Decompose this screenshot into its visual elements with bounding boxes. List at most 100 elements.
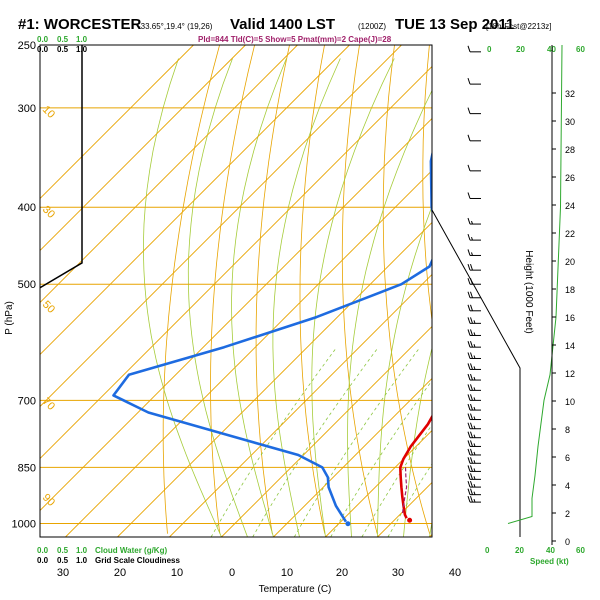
isotherm-line xyxy=(40,45,350,356)
isotherm-side-label: 10 xyxy=(40,104,57,121)
wind-barb-flag xyxy=(467,45,471,52)
wind-barb-half-flag xyxy=(473,387,476,391)
wind-barb xyxy=(467,488,481,496)
isotherm-line xyxy=(65,169,432,537)
height-tick-label: 6 xyxy=(565,453,570,463)
isotherm-line xyxy=(40,45,194,200)
wind-barb-half-flag xyxy=(473,483,476,488)
isotherm-line xyxy=(40,45,246,252)
top-black-1: 0.5 xyxy=(57,45,69,54)
dry-adiabat xyxy=(341,45,378,534)
wind-barb-flag xyxy=(467,363,471,370)
height-tick-label: 16 xyxy=(565,313,575,323)
wind-barb-flag xyxy=(470,473,473,480)
wind-barb xyxy=(467,373,481,381)
station-title: #1: WORCESTER xyxy=(18,16,142,33)
isotherm-line xyxy=(40,45,402,408)
wind-barb-half-flag xyxy=(473,397,476,401)
wind-barb-half-flag xyxy=(473,491,476,495)
isotherm-line xyxy=(117,221,432,537)
wind-barb-flag xyxy=(467,448,471,456)
isotherm-label: 30 xyxy=(502,321,519,338)
temperature-tick-label: 30 xyxy=(57,567,69,579)
bottom-speed-20: 20 xyxy=(515,546,524,555)
wind-barb-half-flag xyxy=(473,332,476,336)
bottom-scale-green: 0.0 0.5 1.0 Cloud Water (g/Kg) xyxy=(37,546,167,555)
speed-unit-label: Speed (kt) xyxy=(530,557,569,566)
cloud-water-label: Cloud Water (g/Kg) xyxy=(95,546,167,555)
bottom-green-1: 0.5 xyxy=(57,546,69,555)
wind-barb-flag xyxy=(470,352,473,359)
wind-barb-flag xyxy=(470,440,473,447)
isotherm-side-label: 30 xyxy=(40,204,57,221)
wind-barb-flag xyxy=(470,329,473,336)
wind-barb xyxy=(467,278,481,285)
wind-barb-flag xyxy=(470,340,473,348)
wind-barb-half-flag xyxy=(473,366,476,370)
top-green-0: 0.0 xyxy=(37,35,49,44)
wind-barb-flag xyxy=(470,480,473,488)
mixing-ratio-line xyxy=(210,346,338,537)
wind-barb-flag xyxy=(467,352,471,359)
pressure-tick-label: 250 xyxy=(18,40,36,52)
height-tick-label: 10 xyxy=(565,397,575,407)
mixing-ratio-line xyxy=(293,346,421,537)
top-speed-20: 20 xyxy=(516,45,525,54)
wind-barb-flag xyxy=(470,363,473,370)
wind-barb-flag xyxy=(470,384,473,391)
wind-barb xyxy=(467,413,481,421)
isotherm-line xyxy=(169,273,432,537)
wind-barb-flag xyxy=(470,394,473,401)
wind-barb-flag xyxy=(470,465,473,472)
series-parcel xyxy=(401,467,408,515)
wind-barb-flag xyxy=(467,304,471,311)
wind-barb-half-flag xyxy=(473,451,476,456)
wind-barb-flag xyxy=(470,488,473,495)
temperature-tick-label: 30 xyxy=(392,567,404,579)
wind-barb-flag xyxy=(467,384,471,391)
pressure-tick-label: 500 xyxy=(18,279,36,291)
wind-barb-flag xyxy=(467,329,471,336)
cloud-cover-profile xyxy=(40,45,83,289)
wind-barb-flag xyxy=(467,164,471,172)
wind-barb-flag xyxy=(470,403,473,411)
isotherm-label: 10 xyxy=(446,217,463,234)
height-tick-label: 26 xyxy=(565,173,575,183)
wind-barb xyxy=(467,352,481,359)
top-speed-scale: 0 20 40 60 xyxy=(487,45,585,54)
isotherm-line xyxy=(273,377,432,537)
valid-time: Valid 1400 LST xyxy=(230,16,335,33)
bottom-black-0: 0.0 xyxy=(37,556,49,565)
wind-barb-flag xyxy=(470,431,473,438)
wind-barb xyxy=(467,431,481,439)
temperature-tick-label: 10 xyxy=(281,567,293,579)
height-tick-label: 8 xyxy=(565,425,570,435)
top-speed-60: 60 xyxy=(576,45,585,54)
series-dewpoint xyxy=(112,149,432,523)
wind-barb-flag xyxy=(467,422,471,429)
height-axis-label: Height (1000 Feet) xyxy=(523,250,534,333)
pressure-tick-label: 700 xyxy=(18,395,36,407)
wind-barb xyxy=(467,465,481,472)
pressure-tick-label: 850 xyxy=(18,462,36,474)
isotherm-line xyxy=(481,45,600,537)
wind-panel-edge xyxy=(431,209,521,537)
wind-barb xyxy=(467,495,481,503)
height-tick-label: 2 xyxy=(565,509,570,519)
wind-barb-flag xyxy=(470,304,473,311)
wind-barb-flag xyxy=(467,192,471,199)
bottom-green-2: 1.0 xyxy=(76,546,88,555)
bottom-speed-0: 0 xyxy=(485,546,490,555)
wind-barb xyxy=(467,473,481,480)
mixing-ratio-label: 5 xyxy=(251,540,262,549)
wind-barb-flag xyxy=(467,394,471,401)
wind-barb xyxy=(467,317,481,324)
wind-barb xyxy=(467,263,481,271)
isotherm-label: 0 xyxy=(432,139,445,152)
mixing-ratio-line xyxy=(387,463,432,537)
wind-barb xyxy=(467,422,481,430)
wind-barb-half-flag xyxy=(471,220,473,225)
wind-barb-flag xyxy=(467,233,471,241)
